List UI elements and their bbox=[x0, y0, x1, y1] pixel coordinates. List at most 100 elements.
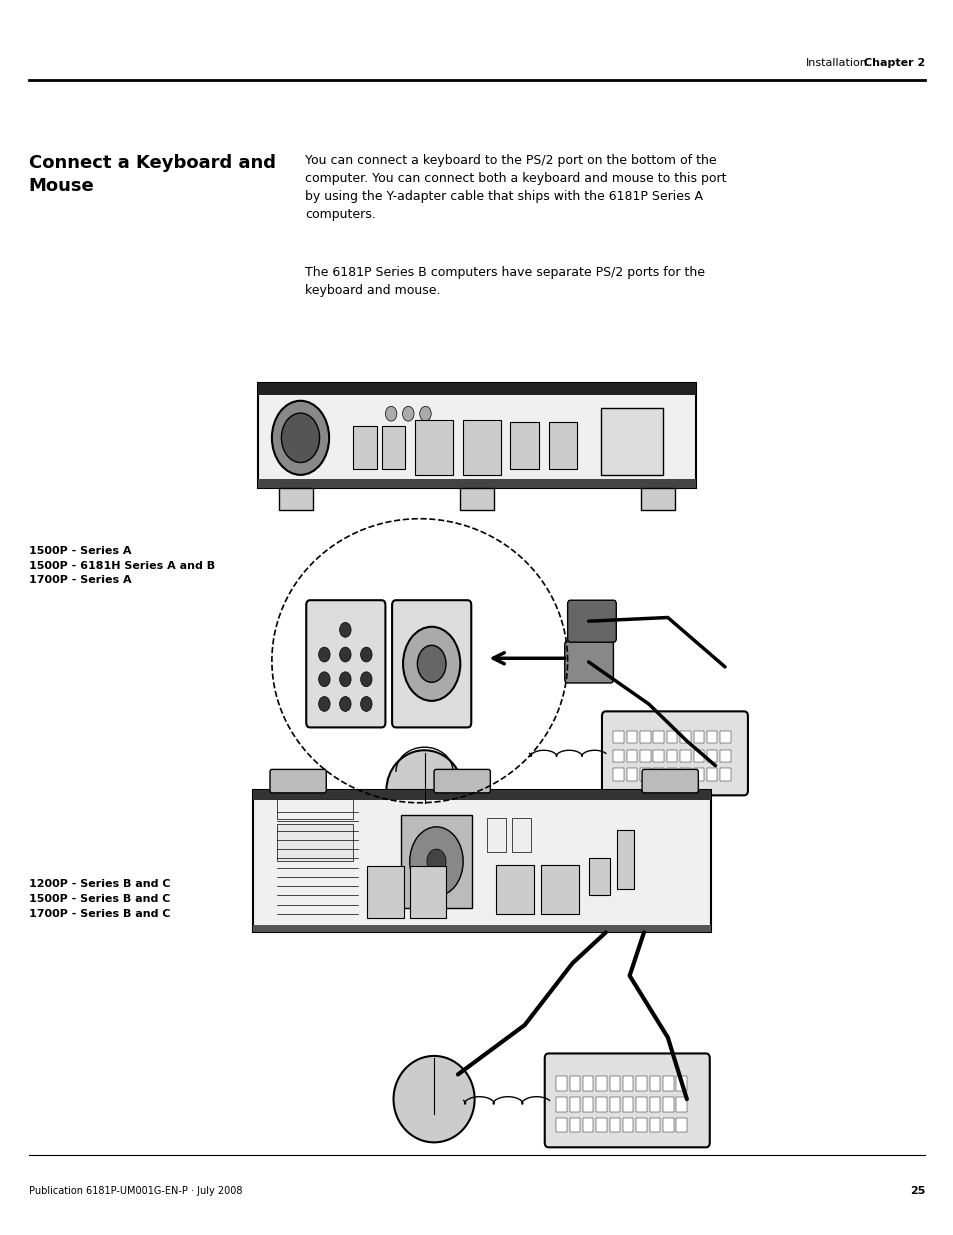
Bar bbox=[653, 750, 663, 762]
Bar bbox=[548, 422, 577, 469]
Circle shape bbox=[419, 406, 431, 421]
Circle shape bbox=[402, 406, 414, 421]
Bar bbox=[556, 1076, 566, 1091]
Bar bbox=[662, 1076, 673, 1091]
Bar bbox=[510, 422, 538, 469]
Text: The 6181P Series B computers have separate PS/2 ports for the
keyboard and mouse: The 6181P Series B computers have separa… bbox=[305, 266, 704, 296]
Bar bbox=[462, 420, 500, 475]
Text: You can connect a keyboard to the PS/2 port on the bottom of the
computer. You c: You can connect a keyboard to the PS/2 p… bbox=[305, 154, 726, 221]
Bar bbox=[415, 420, 453, 475]
Bar bbox=[626, 731, 637, 743]
Bar bbox=[706, 768, 717, 781]
Bar bbox=[679, 750, 690, 762]
Text: Publication 6181P-UM001G-EN-P · July 2008: Publication 6181P-UM001G-EN-P · July 200… bbox=[29, 1186, 242, 1195]
Bar bbox=[706, 731, 717, 743]
FancyBboxPatch shape bbox=[601, 711, 747, 795]
Bar bbox=[653, 768, 663, 781]
Circle shape bbox=[360, 647, 372, 662]
Bar bbox=[609, 1076, 619, 1091]
Circle shape bbox=[339, 672, 351, 687]
Circle shape bbox=[360, 697, 372, 711]
Bar bbox=[569, 1118, 579, 1132]
Bar bbox=[540, 864, 578, 914]
Bar bbox=[486, 818, 505, 852]
Bar bbox=[626, 768, 637, 781]
Bar bbox=[720, 731, 730, 743]
Circle shape bbox=[318, 672, 330, 687]
Bar bbox=[596, 1118, 606, 1132]
Bar bbox=[613, 731, 623, 743]
Circle shape bbox=[339, 647, 351, 662]
FancyBboxPatch shape bbox=[270, 769, 326, 793]
Bar bbox=[636, 1097, 646, 1112]
Bar bbox=[622, 1076, 633, 1091]
Bar bbox=[353, 426, 376, 469]
Circle shape bbox=[416, 645, 445, 682]
Bar bbox=[639, 750, 650, 762]
Bar bbox=[276, 799, 353, 819]
Bar bbox=[381, 426, 405, 469]
Bar bbox=[276, 824, 353, 861]
Bar bbox=[496, 864, 534, 914]
Bar bbox=[253, 790, 710, 800]
Bar bbox=[653, 731, 663, 743]
Bar bbox=[693, 768, 703, 781]
Bar bbox=[556, 1118, 566, 1132]
Bar bbox=[662, 1097, 673, 1112]
Bar bbox=[582, 1097, 593, 1112]
Bar bbox=[666, 750, 677, 762]
Bar bbox=[622, 1097, 633, 1112]
Circle shape bbox=[339, 622, 351, 637]
FancyBboxPatch shape bbox=[641, 769, 698, 793]
Bar bbox=[596, 1076, 606, 1091]
Circle shape bbox=[272, 401, 329, 475]
FancyBboxPatch shape bbox=[306, 600, 385, 727]
Ellipse shape bbox=[386, 751, 462, 831]
Bar bbox=[257, 383, 696, 395]
Bar bbox=[626, 750, 637, 762]
Circle shape bbox=[318, 697, 330, 711]
Circle shape bbox=[360, 672, 372, 687]
Bar bbox=[617, 830, 634, 889]
Bar bbox=[639, 731, 650, 743]
Bar bbox=[596, 1097, 606, 1112]
Circle shape bbox=[339, 697, 351, 711]
Bar bbox=[253, 925, 710, 932]
Bar bbox=[257, 479, 696, 488]
FancyBboxPatch shape bbox=[567, 600, 616, 642]
Bar bbox=[609, 1097, 619, 1112]
Circle shape bbox=[281, 412, 319, 463]
Bar bbox=[720, 768, 730, 781]
FancyBboxPatch shape bbox=[564, 641, 613, 683]
Bar bbox=[649, 1118, 659, 1132]
Circle shape bbox=[318, 647, 330, 662]
Bar bbox=[410, 866, 446, 918]
FancyBboxPatch shape bbox=[544, 1053, 709, 1147]
Bar bbox=[622, 1118, 633, 1132]
Bar bbox=[556, 1097, 566, 1112]
Bar bbox=[676, 1118, 686, 1132]
Bar bbox=[400, 815, 472, 908]
Bar bbox=[676, 1076, 686, 1091]
Bar bbox=[512, 818, 531, 852]
Bar bbox=[649, 1076, 659, 1091]
Bar bbox=[636, 1118, 646, 1132]
Text: Chapter 2: Chapter 2 bbox=[863, 58, 924, 68]
Bar bbox=[582, 1076, 593, 1091]
Bar bbox=[676, 1097, 686, 1112]
Text: 1500P - Series A
1500P - 6181H Series A and B
1700P - Series A: 1500P - Series A 1500P - 6181H Series A … bbox=[29, 546, 214, 585]
Bar bbox=[706, 750, 717, 762]
Bar bbox=[679, 731, 690, 743]
Bar bbox=[253, 790, 710, 932]
Bar bbox=[600, 408, 662, 475]
Bar bbox=[257, 383, 696, 488]
FancyBboxPatch shape bbox=[392, 600, 471, 727]
Text: Connect a Keyboard and
Mouse: Connect a Keyboard and Mouse bbox=[29, 154, 275, 195]
Ellipse shape bbox=[393, 1056, 475, 1142]
Circle shape bbox=[402, 627, 459, 701]
Bar bbox=[640, 488, 675, 510]
Bar bbox=[569, 1076, 579, 1091]
Bar bbox=[666, 731, 677, 743]
FancyBboxPatch shape bbox=[434, 769, 490, 793]
Bar bbox=[666, 768, 677, 781]
